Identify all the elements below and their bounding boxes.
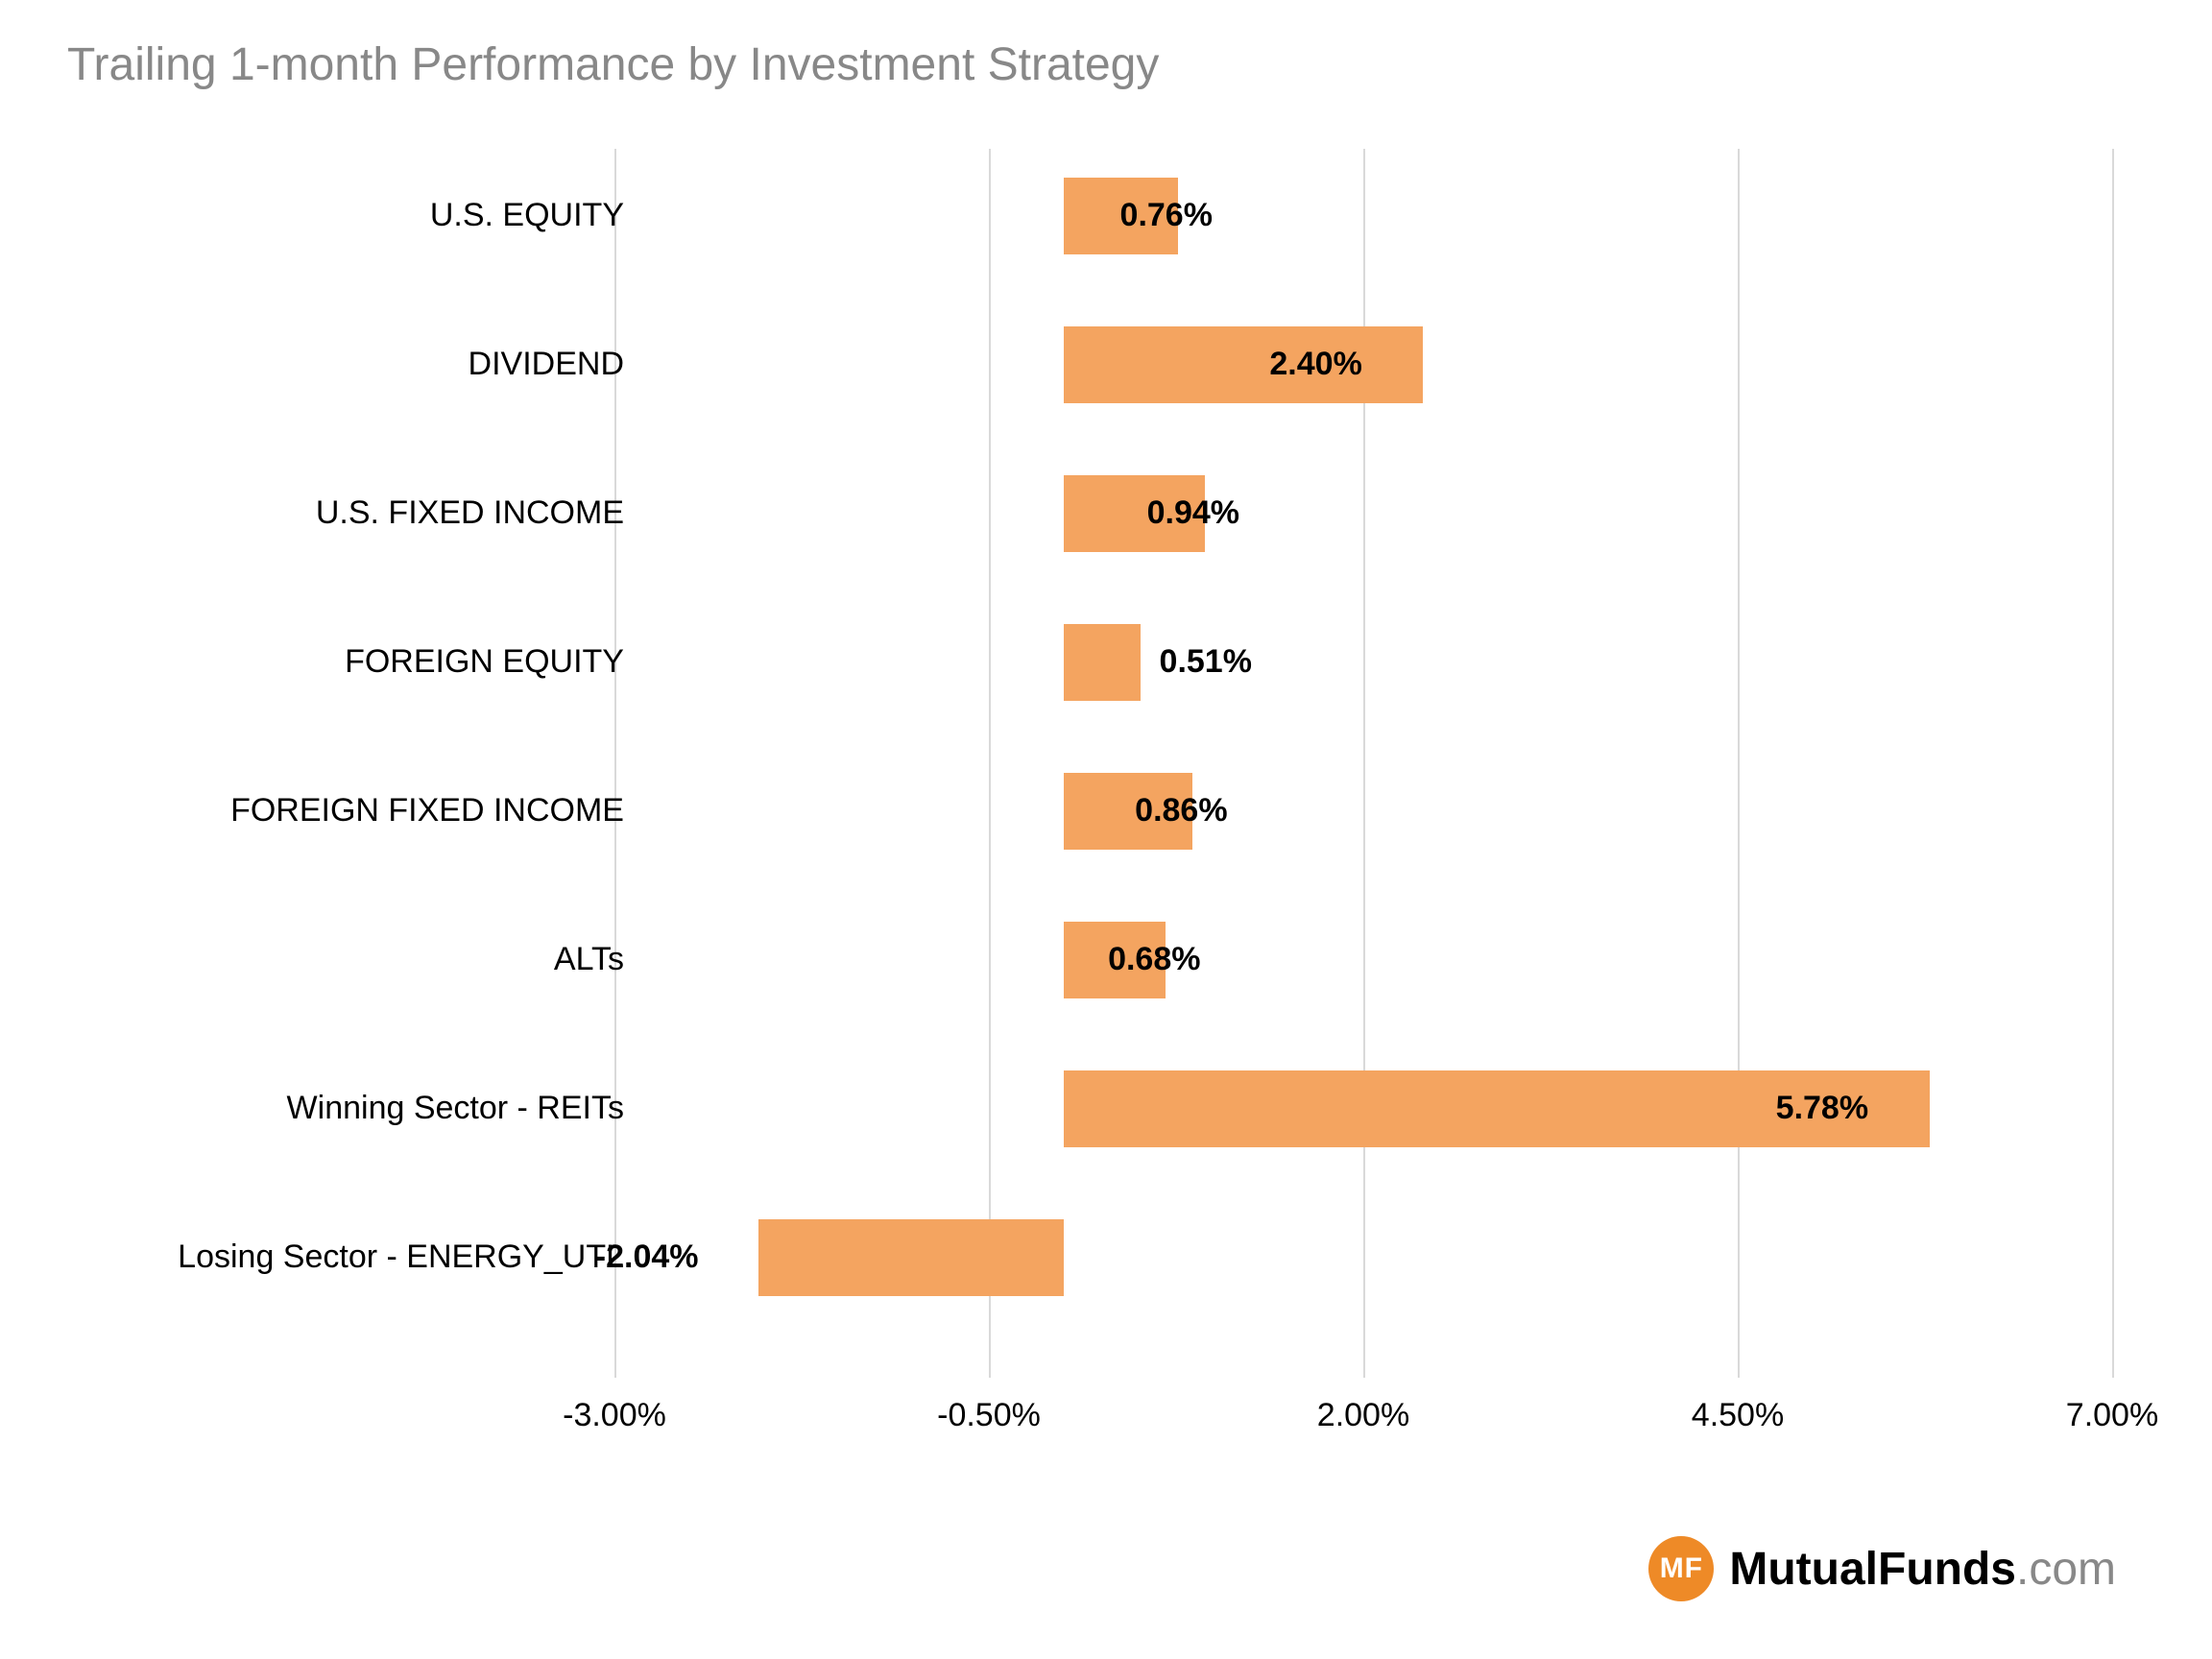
bar-value-label: 0.86% [1135, 792, 1227, 830]
logo-text: MutualFunds.com [1729, 1543, 2116, 1596]
y-category-label: FOREIGN EQUITY [86, 643, 624, 681]
x-tick-label: 4.50% [1692, 1397, 1784, 1434]
plot-area: 0.76%2.40%0.94%0.51%0.86%0.68%5.78%-2.04… [614, 149, 2112, 1378]
logo: MF MutualFunds.com [1648, 1536, 2116, 1601]
y-category-label: Losing Sector - ENERGY_UTL [86, 1238, 624, 1276]
logo-badge-icon: MF [1648, 1536, 1714, 1601]
y-category-label: ALTs [86, 941, 624, 978]
bar-value-label: 0.51% [1160, 643, 1252, 681]
x-tick-label: 7.00% [2066, 1397, 2158, 1434]
chart-container: Trailing 1-month Performance by Investme… [0, 0, 2212, 1659]
bar-value-label: 0.94% [1147, 494, 1239, 532]
gridline [614, 149, 616, 1378]
chart-area: 0.76%2.40%0.94%0.51%0.86%0.68%5.78%-2.04… [58, 130, 2151, 1474]
bar [758, 1219, 1064, 1296]
logo-text-light: .com [2016, 1544, 2116, 1595]
bar [1064, 326, 1423, 403]
logo-text-bold: MutualFunds [1729, 1544, 2016, 1595]
y-category-label: DIVIDEND [86, 346, 624, 383]
gridline [2112, 149, 2114, 1378]
chart-title: Trailing 1-month Performance by Investme… [67, 38, 2154, 91]
bar-value-label: 0.68% [1108, 941, 1200, 978]
bar-value-label: 0.76% [1120, 197, 1213, 234]
y-category-label: U.S. EQUITY [86, 197, 624, 234]
x-tick-label: -0.50% [937, 1397, 1041, 1434]
bar-value-label: 2.40% [1269, 346, 1361, 383]
gridline [1738, 149, 1740, 1378]
y-category-label: FOREIGN FIXED INCOME [86, 792, 624, 830]
y-category-label: Winning Sector - REITs [86, 1090, 624, 1127]
gridline [989, 149, 991, 1378]
x-tick-label: 2.00% [1317, 1397, 1409, 1434]
bar [1064, 624, 1141, 701]
y-category-label: U.S. FIXED INCOME [86, 494, 624, 532]
x-tick-label: -3.00% [563, 1397, 666, 1434]
bar-value-label: 5.78% [1776, 1090, 1868, 1127]
